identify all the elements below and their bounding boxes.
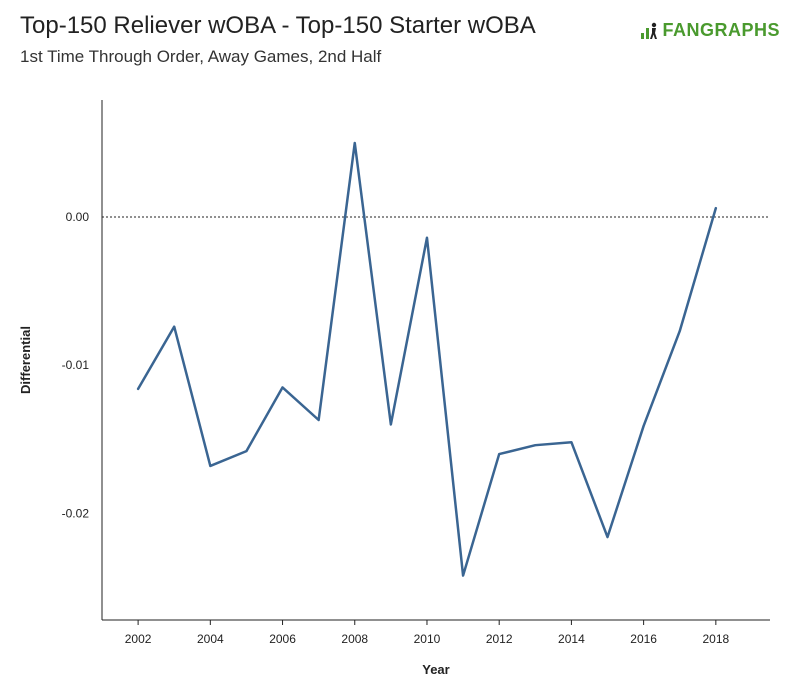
x-tick-label: 2018 — [702, 632, 729, 646]
y-tick-label: -0.02 — [62, 506, 90, 520]
series-line — [136, 141, 718, 577]
chart-axes — [101, 100, 770, 621]
fangraphs-logo: FANGRAPHS — [640, 20, 780, 41]
x-tick-label: 2014 — [558, 632, 585, 646]
x-axis-ticks: 2002 2004 2006 2008 2010 2012 2014 2016 2018 — [125, 620, 730, 646]
x-tick-label: 2008 — [341, 632, 368, 646]
fangraphs-logo-text: FANGRAPHS — [662, 20, 780, 40]
x-tick-label: 2010 — [414, 632, 441, 646]
chart-title: Top-150 Reliever wOBA - Top-150 Starter … — [20, 12, 536, 39]
y-axis-label: Differential — [18, 326, 33, 394]
chart-subtitle: 1st Time Through Order, Away Games, 2nd … — [20, 47, 382, 66]
y-tick-label: 0.00 — [66, 210, 90, 224]
x-tick-label: 2006 — [269, 632, 296, 646]
chart-series — [136, 141, 718, 577]
fangraphs-logo-icon — [641, 22, 658, 39]
x-tick-label: 2012 — [486, 632, 513, 646]
x-axis-label: Year — [422, 662, 449, 677]
x-tick-label: 2016 — [630, 632, 657, 646]
x-tick-label: 2002 — [125, 632, 152, 646]
y-axis-ticks: 0.00 -0.01 -0.02 — [62, 210, 90, 520]
x-tick-label: 2004 — [197, 632, 224, 646]
y-tick-label: -0.01 — [62, 358, 90, 372]
